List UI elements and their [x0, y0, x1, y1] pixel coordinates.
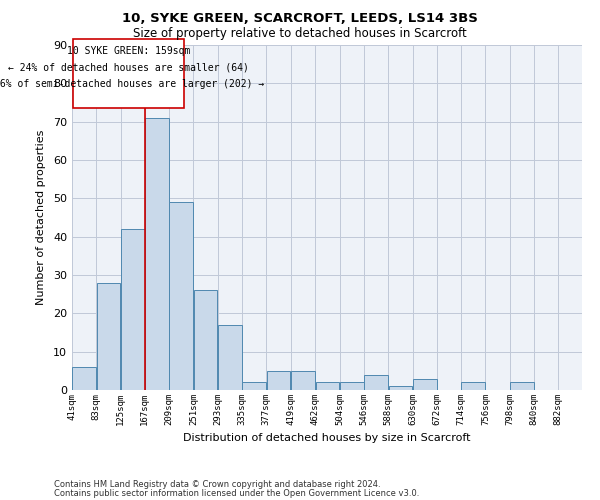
Bar [413, 378, 437, 390]
Text: Contains HM Land Registry data © Crown copyright and database right 2024.: Contains HM Land Registry data © Crown c… [54, 480, 380, 489]
Text: Contains public sector information licensed under the Open Government Licence v3: Contains public sector information licen… [54, 490, 419, 498]
Text: 76% of semi-detached houses are larger (202) →: 76% of semi-detached houses are larger (… [0, 78, 264, 88]
X-axis label: Distribution of detached houses by size in Scarcroft: Distribution of detached houses by size … [183, 434, 471, 444]
Bar [169, 202, 193, 390]
Text: ← 24% of detached houses are smaller (64): ← 24% of detached houses are smaller (64… [8, 62, 249, 72]
Bar [316, 382, 340, 390]
Bar [72, 367, 96, 390]
Bar [510, 382, 534, 390]
Bar [461, 382, 485, 390]
Bar [194, 290, 217, 390]
Bar [291, 371, 314, 390]
Y-axis label: Number of detached properties: Number of detached properties [36, 130, 46, 305]
Bar [97, 282, 121, 390]
Text: Size of property relative to detached houses in Scarcroft: Size of property relative to detached ho… [133, 28, 467, 40]
Text: 10 SYKE GREEN: 159sqm: 10 SYKE GREEN: 159sqm [67, 46, 190, 56]
Text: 10, SYKE GREEN, SCARCROFT, LEEDS, LS14 3BS: 10, SYKE GREEN, SCARCROFT, LEEDS, LS14 3… [122, 12, 478, 26]
Bar [266, 371, 290, 390]
Bar [340, 382, 364, 390]
Bar [389, 386, 412, 390]
Bar [145, 118, 169, 390]
FancyBboxPatch shape [73, 40, 184, 108]
Bar [364, 374, 388, 390]
Bar [218, 325, 242, 390]
Bar [121, 229, 145, 390]
Bar [242, 382, 266, 390]
